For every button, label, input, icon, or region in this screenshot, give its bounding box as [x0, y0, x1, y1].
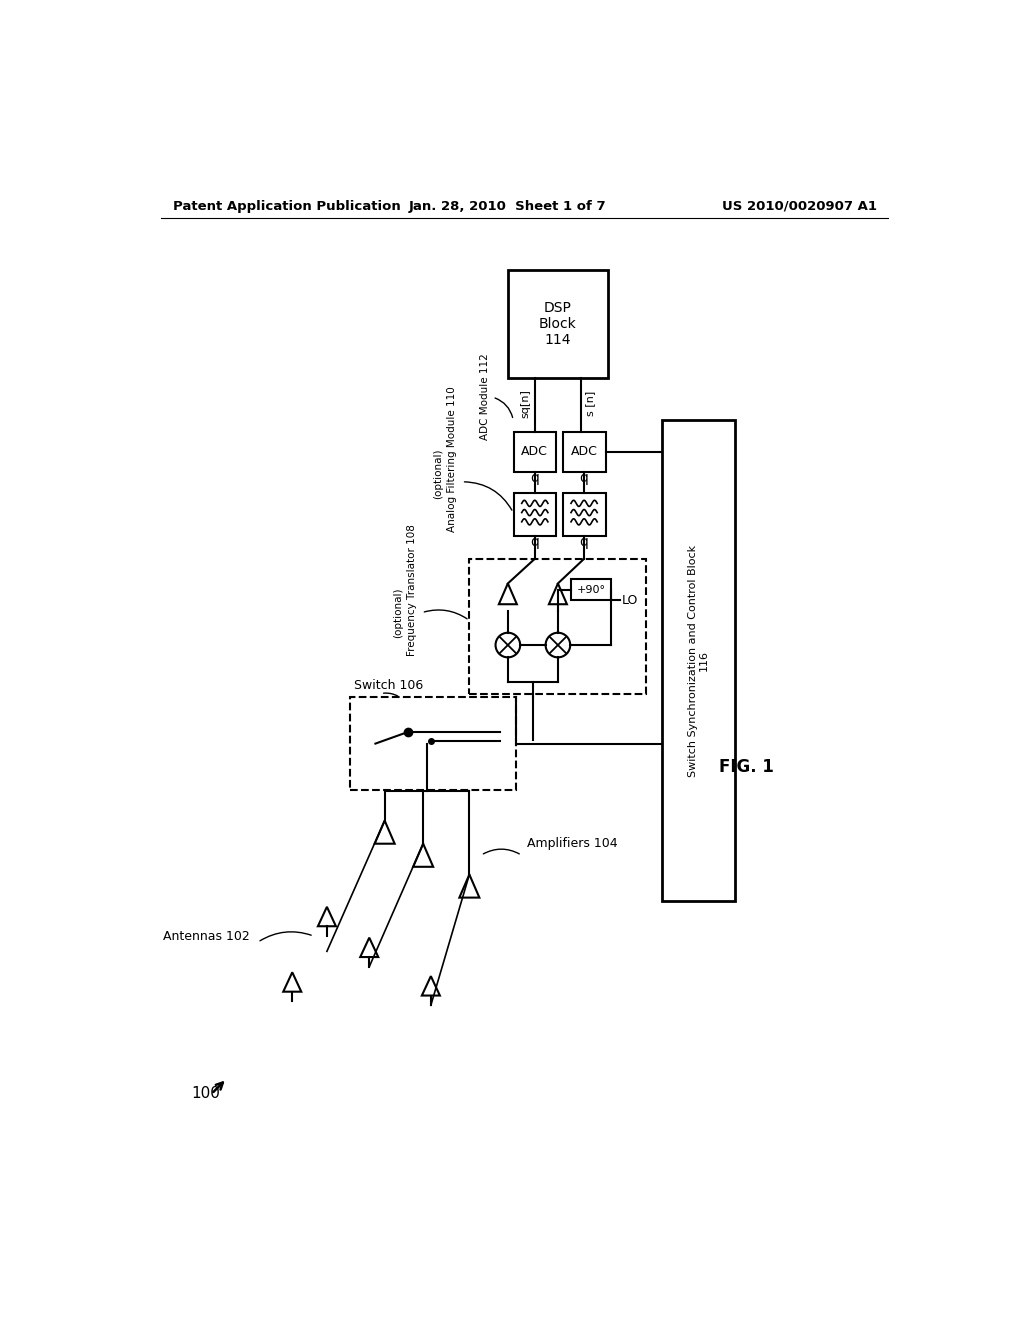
Text: Antennas 102: Antennas 102 [163, 929, 250, 942]
Text: q: q [530, 471, 540, 484]
Text: Switch Synchronization and Control Block
116: Switch Synchronization and Control Block… [688, 545, 710, 777]
Text: FIG. 1: FIG. 1 [719, 758, 774, 776]
Text: Jan. 28, 2010  Sheet 1 of 7: Jan. 28, 2010 Sheet 1 of 7 [409, 199, 606, 213]
Bar [563, 494, 605, 536]
Text: q: q [580, 471, 589, 484]
Text: q: q [580, 535, 589, 549]
Text: Switch 106: Switch 106 [354, 678, 423, 692]
Text: DSP
Block
114: DSP Block 114 [539, 301, 577, 347]
Text: LO: LO [622, 594, 638, 607]
Text: 100: 100 [191, 1086, 220, 1101]
Text: Analog Filtering Module 110: Analog Filtering Module 110 [447, 385, 458, 532]
Text: sq[n]: sq[n] [520, 389, 530, 417]
Bar [350, 697, 515, 789]
Bar [508, 271, 608, 378]
Text: +90°: +90° [577, 585, 605, 594]
Bar [662, 420, 735, 902]
Bar [563, 432, 605, 471]
Text: US 2010/0020907 A1: US 2010/0020907 A1 [723, 199, 878, 213]
Text: Amplifiers 104: Amplifiers 104 [527, 837, 617, 850]
Text: ADC: ADC [570, 445, 598, 458]
Text: ADC: ADC [521, 445, 548, 458]
Bar [514, 432, 556, 471]
Text: q: q [530, 535, 540, 549]
Text: s [n]: s [n] [586, 391, 595, 416]
Bar [469, 558, 646, 693]
Text: ADC Module 112: ADC Module 112 [480, 354, 489, 441]
Text: Frequency Translator 108: Frequency Translator 108 [407, 524, 417, 656]
Text: (optional): (optional) [393, 587, 403, 638]
Text: (optional): (optional) [433, 449, 443, 499]
Text: Patent Application Publication: Patent Application Publication [173, 199, 400, 213]
Bar [514, 494, 556, 536]
Bar [571, 579, 611, 601]
